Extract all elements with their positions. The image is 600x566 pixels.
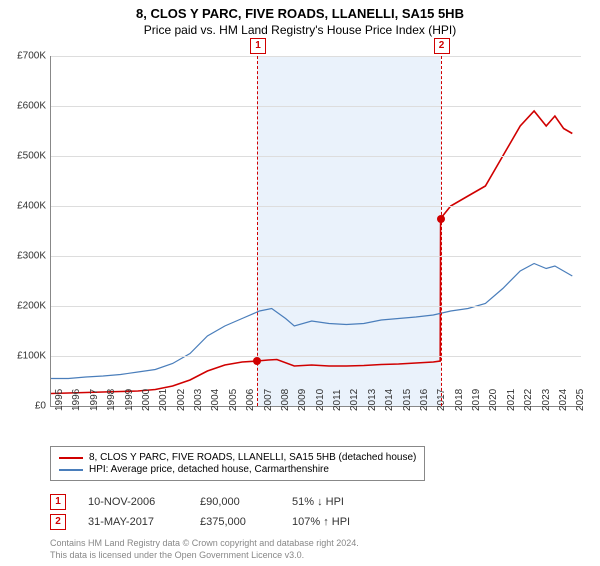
- y-axis-label: £200K: [17, 301, 46, 312]
- event-dashed-line: [441, 56, 442, 406]
- event-marker-2: 2: [434, 38, 450, 54]
- x-axis-label: 2000: [141, 389, 152, 411]
- x-axis-label: 2021: [506, 389, 517, 411]
- series-hpi: [51, 264, 572, 379]
- legend-row-hpi: HPI: Average price, detached house, Carm…: [59, 464, 416, 475]
- x-axis-label: 2015: [402, 389, 413, 411]
- x-axis-label: 2008: [280, 389, 291, 411]
- x-axis-label: 2013: [367, 389, 378, 411]
- legend-label: HPI: Average price, detached house, Carm…: [89, 464, 329, 475]
- x-axis-label: 2001: [158, 389, 169, 411]
- x-axis-label: 2004: [210, 389, 221, 411]
- chart-container: 8, CLOS Y PARC, FIVE ROADS, LLANELLI, SA…: [0, 6, 600, 566]
- sale-date-2: 31-MAY-2017: [88, 516, 178, 528]
- x-axis-label: 1995: [54, 389, 65, 411]
- sale-date-1: 10-NOV-2006: [88, 496, 178, 508]
- series-property: [51, 111, 572, 394]
- gridline-h: [51, 256, 581, 257]
- x-axis-label: 2007: [263, 389, 274, 411]
- y-axis-label: £100K: [17, 351, 46, 362]
- gridline-h: [51, 306, 581, 307]
- legend-box: 8, CLOS Y PARC, FIVE ROADS, LLANELLI, SA…: [50, 446, 425, 481]
- legend-swatch: [59, 469, 83, 471]
- gridline-h: [51, 56, 581, 57]
- x-axis-label: 2017: [436, 389, 447, 411]
- x-axis-label: 2020: [488, 389, 499, 411]
- y-axis-label: £500K: [17, 151, 46, 162]
- x-axis-label: 2024: [558, 389, 569, 411]
- sale-pct-1: 51% ↓ HPI: [292, 496, 344, 508]
- y-axis-label: £300K: [17, 251, 46, 262]
- x-axis-label: 2009: [297, 389, 308, 411]
- gridline-h: [51, 156, 581, 157]
- x-axis-label: 2018: [454, 389, 465, 411]
- y-axis-label: £700K: [17, 51, 46, 62]
- footer-line-1: Contains HM Land Registry data © Crown c…: [50, 538, 359, 548]
- x-axis-label: 2025: [575, 389, 586, 411]
- x-axis-label: 1997: [89, 389, 100, 411]
- line-series-svg: [51, 56, 581, 406]
- plot-region: £0£100K£200K£300K£400K£500K£600K£700K199…: [50, 56, 581, 407]
- event-dashed-line: [257, 56, 258, 406]
- chart-plot-area: £0£100K£200K£300K£400K£500K£600K£700K199…: [50, 56, 580, 406]
- gridline-h: [51, 356, 581, 357]
- sale-price-1: £90,000: [200, 496, 270, 508]
- sale-marker-1: 1: [50, 494, 66, 510]
- x-axis-label: 2019: [471, 389, 482, 411]
- footer-line-2: This data is licensed under the Open Gov…: [50, 550, 304, 560]
- sale-pct-2: 107% ↑ HPI: [292, 516, 350, 528]
- x-axis-label: 1999: [124, 389, 135, 411]
- x-axis-label: 2005: [228, 389, 239, 411]
- sale-row-2: 2 31-MAY-2017 £375,000 107% ↑ HPI: [50, 514, 350, 530]
- chart-subtitle: Price paid vs. HM Land Registry's House …: [0, 23, 600, 37]
- x-axis-label: 2022: [523, 389, 534, 411]
- data-point-dot: [253, 357, 261, 365]
- sale-row-1: 1 10-NOV-2006 £90,000 51% ↓ HPI: [50, 494, 344, 510]
- x-axis-label: 2003: [193, 389, 204, 411]
- data-point-dot: [437, 215, 445, 223]
- gridline-h: [51, 206, 581, 207]
- x-axis-label: 1996: [71, 389, 82, 411]
- y-axis-label: £0: [35, 401, 46, 412]
- x-axis-label: 2014: [384, 389, 395, 411]
- legend-swatch: [59, 457, 83, 459]
- x-axis-label: 2002: [176, 389, 187, 411]
- x-axis-label: 2011: [332, 389, 343, 411]
- sale-price-2: £375,000: [200, 516, 270, 528]
- x-axis-label: 2006: [245, 389, 256, 411]
- gridline-h: [51, 106, 581, 107]
- sale-marker-2: 2: [50, 514, 66, 530]
- x-axis-label: 2010: [315, 389, 326, 411]
- legend-row-property: 8, CLOS Y PARC, FIVE ROADS, LLANELLI, SA…: [59, 452, 416, 463]
- legend-label: 8, CLOS Y PARC, FIVE ROADS, LLANELLI, SA…: [89, 452, 416, 463]
- event-marker-1: 1: [250, 38, 266, 54]
- x-axis-label: 1998: [106, 389, 117, 411]
- x-axis-label: 2023: [541, 389, 552, 411]
- x-axis-label: 2012: [349, 389, 360, 411]
- y-axis-label: £600K: [17, 101, 46, 112]
- x-axis-label: 2016: [419, 389, 430, 411]
- chart-title: 8, CLOS Y PARC, FIVE ROADS, LLANELLI, SA…: [0, 6, 600, 21]
- y-axis-label: £400K: [17, 201, 46, 212]
